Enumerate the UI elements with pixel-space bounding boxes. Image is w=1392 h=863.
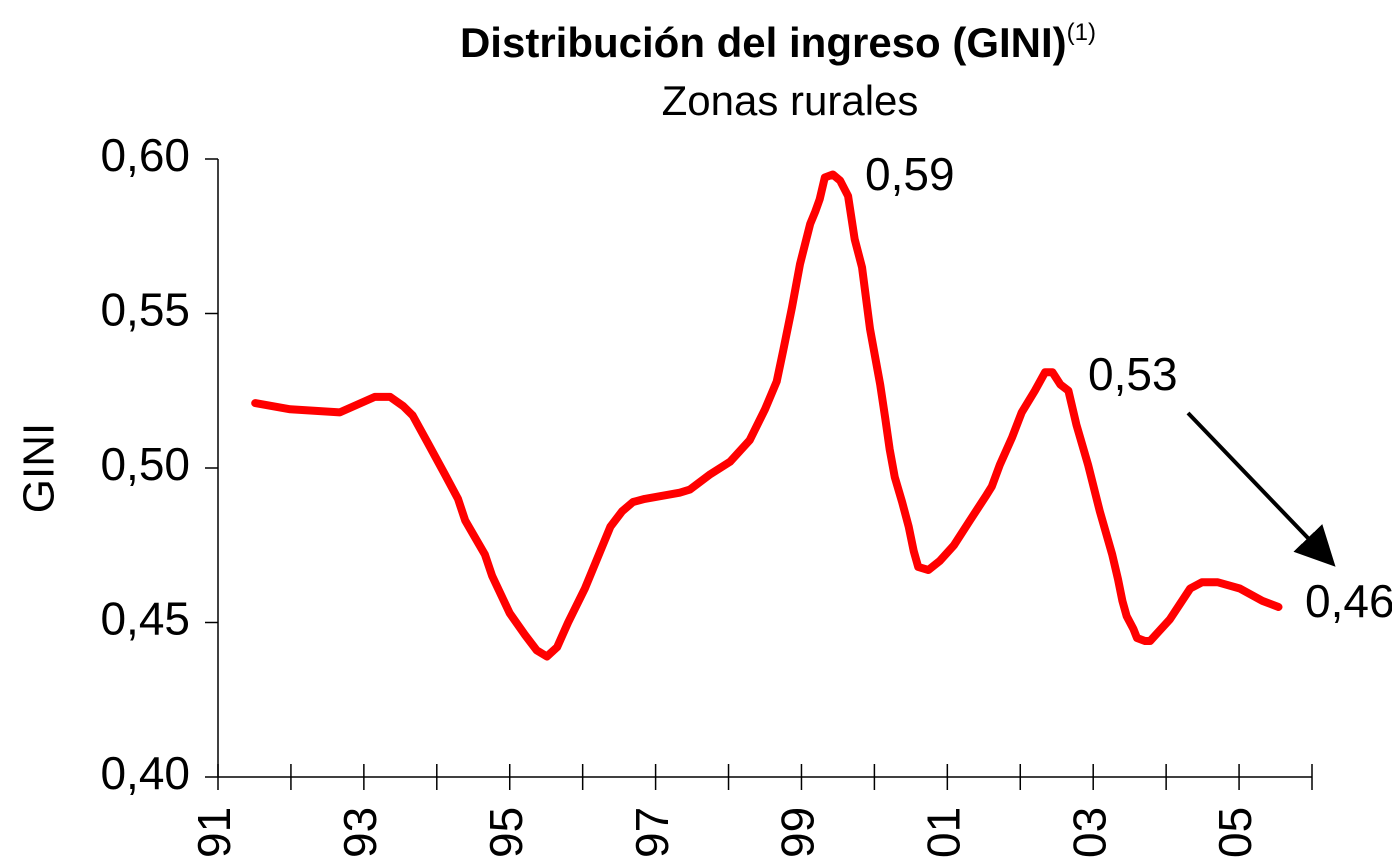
x-tick-label: 91 [188,807,240,858]
x-tick-label: 99 [772,807,824,858]
annotation: 0,59 [865,148,955,200]
chart-title: Distribución del ingreso (GINI)(1) [460,19,1096,66]
y-tick-label: 0,55 [100,284,190,336]
subtitle: Zonas rurales [662,77,919,124]
x-tick-label: 01 [917,807,969,858]
arrow [1186,411,1336,567]
x-tick-label: 03 [1063,807,1115,858]
line [251,170,1283,661]
x-tick-label: 97 [626,807,678,858]
title-note: (1) [1067,19,1096,46]
y-tick-label: 0,45 [100,593,190,645]
x-tick-label: 05 [1209,807,1261,858]
x-tick-label: 95 [480,807,532,858]
x-tick-label: 93 [334,807,386,858]
y-tick-label: 0,40 [100,747,190,799]
y-tick-label: 0,60 [100,129,190,181]
annotation: 0,46 [1305,575,1392,627]
y-axis-label: GINI [15,423,64,513]
title: Distribución del ingreso (GINI) [460,19,1067,66]
annotation: 0,53 [1088,348,1178,400]
y-tick-label: 0,50 [100,438,190,490]
